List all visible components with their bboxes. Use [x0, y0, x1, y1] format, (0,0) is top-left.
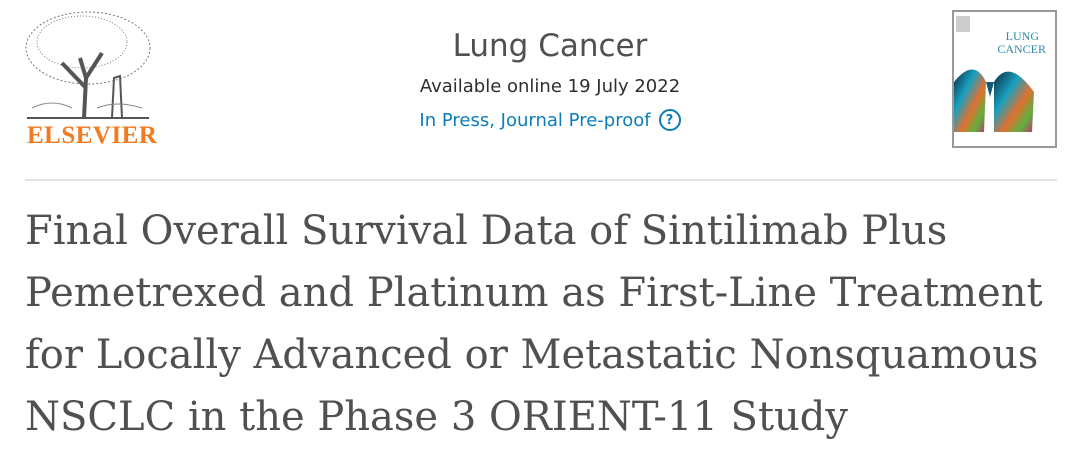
journal-header: Lung Cancer Available online 19 July 202… — [340, 26, 760, 131]
header-divider — [25, 179, 1057, 181]
journal-cover-image[interactable]: LUNG CANCER — [952, 10, 1057, 148]
availability-date: Available online 19 July 2022 — [419, 76, 681, 97]
article-status-link[interactable]: In Press, Journal Pre-proof ? — [419, 109, 681, 131]
cover-title-line1: LUNG — [1006, 29, 1040, 43]
elsevier-wordmark: ELSEVIER — [27, 122, 158, 149]
article-status-label: In Press, Journal Pre-proof — [419, 109, 651, 131]
elsevier-tree-logo-icon[interactable] — [22, 8, 154, 153]
journal-title-link[interactable]: Lung Cancer — [452, 28, 648, 64]
question-circle-icon[interactable]: ? — [658, 109, 681, 131]
cover-title-line2: CANCER — [997, 42, 1046, 56]
article-title: Final Overall Survival Data of Sintilima… — [25, 208, 1043, 440]
